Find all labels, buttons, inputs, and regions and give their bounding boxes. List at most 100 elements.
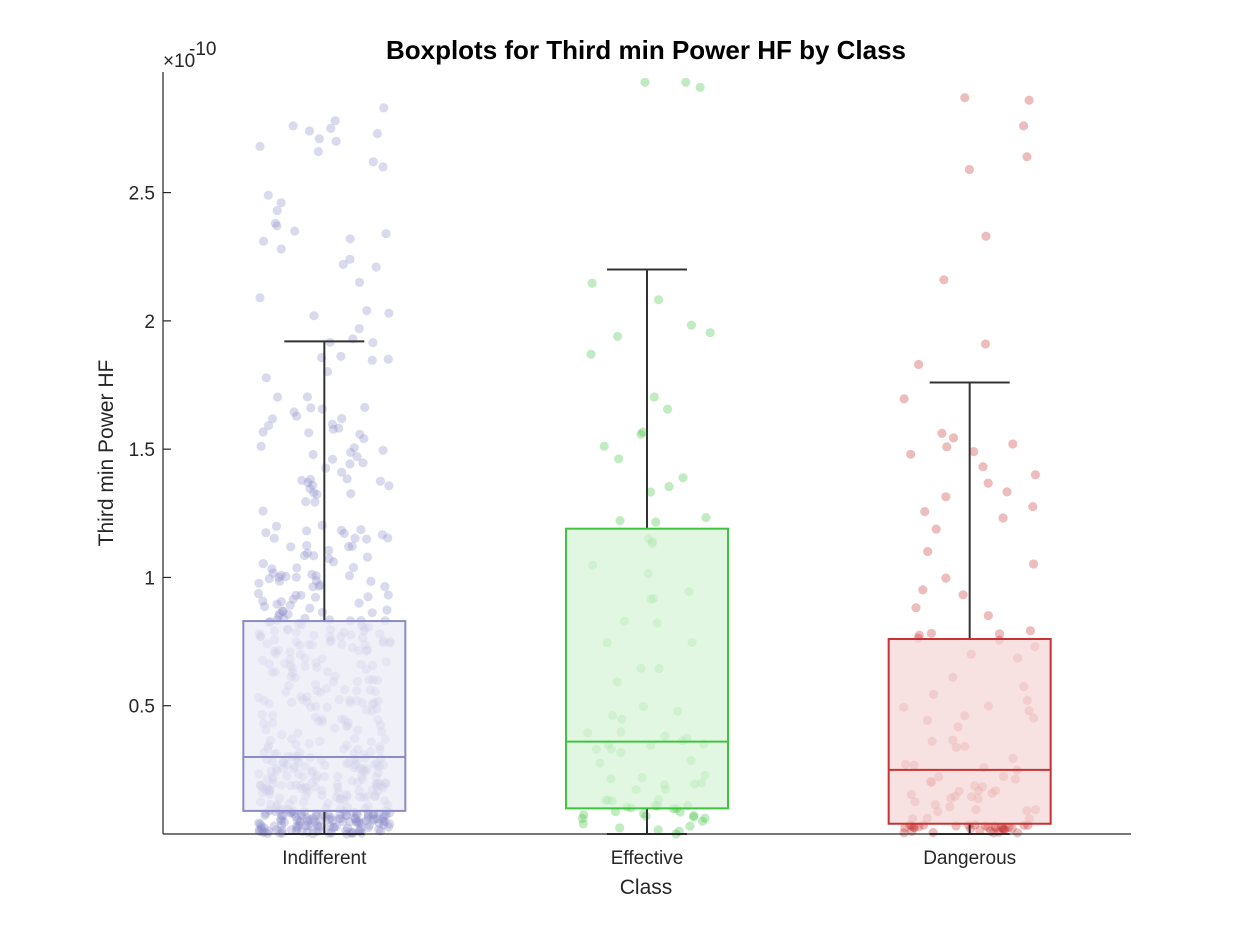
data-point	[292, 411, 302, 421]
data-point	[317, 404, 327, 414]
data-point	[291, 572, 301, 582]
boxes	[242, 268, 1052, 835]
data-point	[302, 548, 312, 558]
data-point	[310, 817, 320, 827]
data-point	[1008, 439, 1018, 449]
data-point	[350, 813, 360, 824]
data-point	[309, 551, 319, 561]
data-point	[302, 392, 312, 402]
data-point	[615, 516, 625, 526]
data-point	[378, 445, 388, 455]
data-point	[577, 813, 588, 824]
data-point	[928, 828, 938, 838]
data-point	[381, 810, 391, 820]
data-point	[899, 828, 909, 838]
data-point	[328, 424, 338, 434]
data-point	[996, 822, 1006, 833]
y-tick-label: 2.5	[129, 184, 155, 205]
data-point	[645, 487, 656, 497]
data-point	[641, 811, 651, 821]
data-point	[380, 582, 390, 592]
data-point	[352, 817, 362, 827]
data-point	[277, 825, 287, 836]
data-point	[335, 809, 345, 820]
data-point	[271, 521, 281, 532]
data-point	[330, 116, 340, 126]
data-point	[261, 528, 271, 538]
data-point	[1004, 822, 1014, 833]
data-point	[276, 244, 286, 254]
box-effective	[565, 268, 729, 835]
data-point	[334, 814, 344, 824]
iqr-box	[242, 620, 407, 812]
data-point	[328, 557, 339, 567]
data-point	[325, 821, 335, 831]
data-point	[375, 476, 385, 486]
data-point	[356, 818, 366, 828]
data-point	[366, 576, 376, 587]
data-point	[356, 525, 366, 535]
data-point	[941, 492, 951, 502]
data-point	[377, 530, 387, 540]
data-point	[346, 489, 356, 499]
data-point	[599, 441, 609, 451]
data-point	[363, 811, 373, 821]
data-point	[264, 574, 274, 584]
data-point	[975, 825, 985, 836]
data-point	[363, 813, 373, 823]
data-point	[376, 826, 386, 836]
data-point	[363, 592, 373, 602]
data-point	[911, 603, 921, 613]
data-point	[291, 590, 301, 600]
data-point	[305, 603, 315, 613]
data-point	[937, 428, 947, 438]
data-point	[274, 611, 284, 621]
data-point	[258, 559, 268, 569]
data-point	[697, 816, 708, 826]
data-point	[272, 599, 282, 609]
y-tick-label: 2	[144, 312, 155, 333]
data-point	[999, 825, 1009, 835]
data-point	[301, 821, 311, 831]
data-point	[923, 546, 933, 557]
data-point	[1019, 121, 1029, 131]
data-point	[312, 821, 323, 831]
data-point	[263, 190, 273, 200]
data-point	[309, 311, 319, 321]
data-point	[649, 392, 659, 402]
data-point	[294, 820, 304, 831]
data-point	[354, 818, 364, 828]
data-point	[369, 814, 379, 824]
data-point	[281, 571, 291, 582]
data-point	[349, 443, 359, 453]
data-point	[337, 467, 347, 477]
data-point	[918, 585, 928, 595]
y-axis-label: Third min Power HF	[95, 360, 118, 547]
data-point	[328, 823, 338, 833]
data-point	[274, 572, 284, 583]
data-point	[358, 458, 368, 468]
data-point	[381, 229, 391, 239]
data-point	[359, 434, 369, 444]
data-point	[989, 828, 999, 838]
data-point	[342, 823, 353, 833]
data-point	[268, 568, 278, 578]
data-point	[276, 597, 286, 607]
data-point	[654, 295, 664, 305]
data-point	[310, 592, 321, 602]
data-point	[267, 414, 278, 424]
data-point	[291, 811, 301, 822]
data-point	[939, 275, 949, 285]
data-point	[326, 813, 336, 823]
data-point	[306, 403, 316, 413]
data-point	[338, 816, 348, 827]
data-point	[303, 820, 313, 831]
data-point	[279, 817, 289, 827]
data-point	[278, 606, 288, 616]
data-point	[362, 552, 373, 562]
data-point	[329, 822, 339, 832]
data-point	[579, 810, 589, 820]
data-point	[378, 813, 388, 824]
data-point	[686, 320, 697, 330]
data-point	[314, 822, 324, 832]
